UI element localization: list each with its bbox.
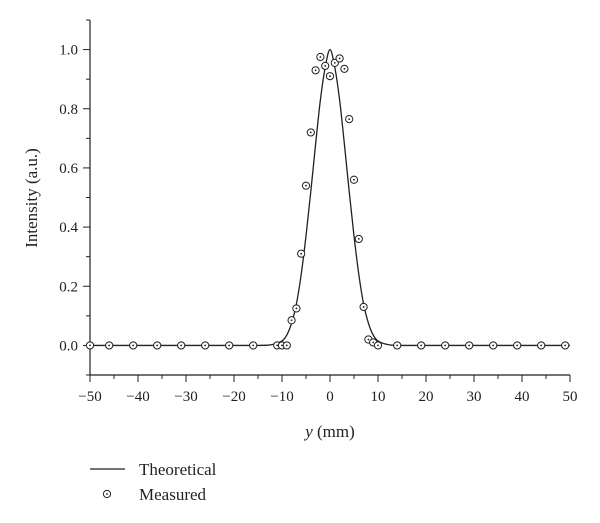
measured-point — [441, 341, 450, 350]
measured-point — [335, 54, 344, 63]
y-tick-label: 0.8 — [59, 102, 78, 118]
measured-point — [201, 341, 210, 350]
theoretical-series — [90, 48, 570, 347]
measured-point — [340, 64, 349, 73]
measured-point — [153, 341, 162, 350]
y-tick-label: 0.0 — [59, 338, 78, 354]
measured-point — [393, 341, 402, 350]
measured-point — [489, 341, 498, 350]
measured-point — [306, 128, 315, 137]
measured-point — [321, 61, 330, 70]
x-tick-label: 10 — [371, 389, 386, 405]
y-tick-label: 0.6 — [59, 161, 78, 177]
measured-point — [373, 341, 383, 350]
measured-point — [105, 341, 114, 350]
legend-label-measured: Measured — [139, 485, 207, 504]
x-axis-title: y (mm) — [303, 422, 355, 441]
measured-point — [349, 175, 359, 184]
x-tick-label: −50 — [78, 389, 101, 405]
measured-point — [417, 341, 426, 350]
x-tick-label: 40 — [515, 389, 530, 405]
measured-point — [325, 72, 335, 81]
measured-point — [513, 341, 522, 350]
measured-point — [282, 341, 291, 350]
y-tick-label: 1.0 — [59, 43, 78, 59]
measured-point — [561, 341, 570, 350]
legend-marker-dot — [106, 493, 108, 495]
measured-point — [311, 66, 320, 75]
measured-point — [249, 341, 258, 350]
measured-point — [292, 304, 301, 313]
measured-point — [359, 302, 368, 312]
measured-point — [129, 341, 138, 350]
y-axis-ticks: 0.0 0.2 0.4 0.6 0.8 1.0 — [59, 19, 90, 376]
y-tick-label: 0.2 — [59, 279, 78, 295]
measured-point — [287, 316, 296, 325]
measured-series — [85, 52, 570, 350]
x-axis-variable: y — [303, 422, 313, 441]
measured-point — [85, 341, 95, 350]
x-tick-label: −30 — [174, 389, 197, 405]
x-tick-label: −20 — [222, 389, 245, 405]
measured-point — [465, 341, 474, 350]
x-tick-label: 0 — [326, 389, 334, 405]
measured-point — [301, 181, 311, 190]
legend: Theoretical Measured — [90, 460, 217, 504]
legend-marker-swatch — [102, 489, 112, 499]
x-tick-label: 50 — [563, 389, 578, 405]
measured-point — [354, 234, 363, 244]
legend-label-theoretical: Theoretical — [139, 460, 217, 479]
x-tick-label: −10 — [270, 389, 293, 405]
measured-point — [297, 249, 306, 258]
measured-point — [177, 341, 186, 350]
x-axis-unit: (mm) — [313, 422, 355, 441]
measured-point — [316, 52, 325, 62]
theoretical-curve — [90, 48, 570, 347]
measured-point — [345, 115, 354, 124]
measured-point — [537, 341, 546, 350]
x-tick-label: 30 — [467, 389, 482, 405]
y-tick-label: 0.4 — [59, 220, 78, 236]
measured-point — [225, 341, 234, 350]
x-axis-ticks: −50 −40 −30 −20 −10 0 10 20 30 40 50 — [78, 375, 578, 405]
y-axis-title: Intensity (a.u.) — [22, 148, 41, 248]
x-tick-label: −40 — [126, 389, 149, 405]
x-tick-label: 20 — [419, 389, 434, 405]
